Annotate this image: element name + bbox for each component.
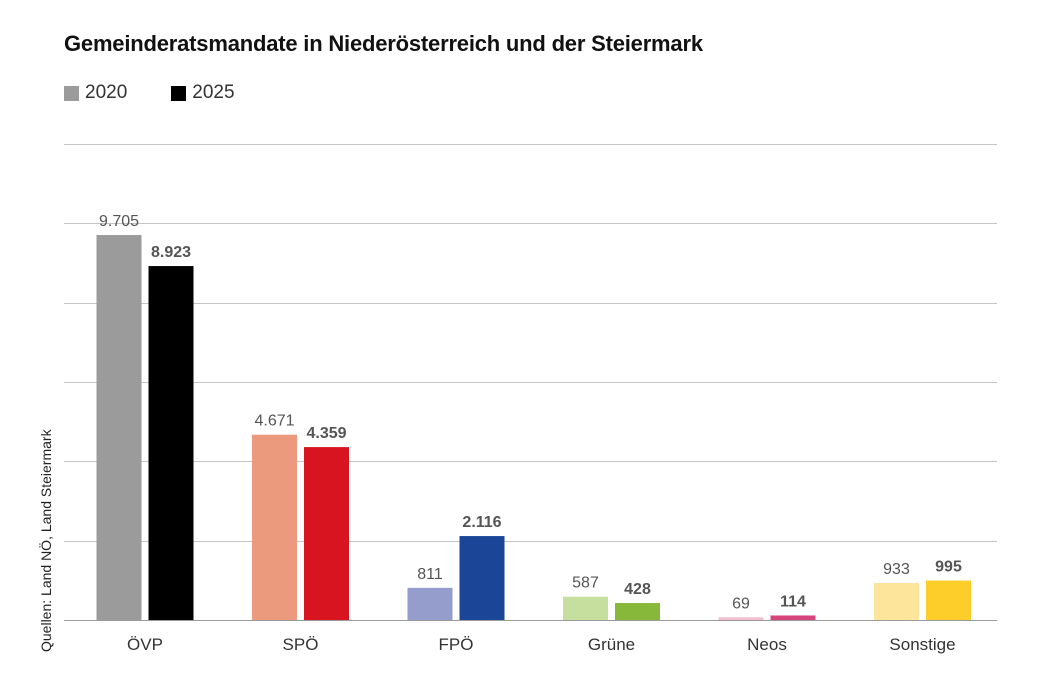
x-tick-label-1: SPÖ — [283, 635, 319, 654]
x-tick-label-4: Neos — [747, 635, 787, 654]
data-label-2025-1: 4.359 — [306, 425, 346, 442]
data-label-2025-3: 428 — [624, 581, 651, 598]
bar-2020-0 — [96, 235, 142, 620]
chart-legend: 2020 2025 — [64, 82, 235, 104]
bar-2020-5 — [874, 582, 919, 620]
data-label-2020-4: 69 — [732, 595, 750, 612]
bar-2020-1 — [252, 434, 297, 620]
bar-2025-0 — [148, 266, 194, 620]
data-label-2025-5: 995 — [935, 559, 962, 576]
data-label-2025-0: 8.923 — [151, 244, 191, 261]
data-label-2020-1: 4.671 — [254, 413, 294, 430]
data-label-2025-2: 2.116 — [462, 514, 501, 531]
legend-label-2025: 2025 — [192, 82, 235, 103]
x-tick-label-3: Grüne — [588, 635, 635, 654]
legend-swatch-2025 — [171, 85, 187, 101]
source-note: Quellen: Land NÖ, Land Steiermark — [38, 429, 54, 652]
x-tick-label-0: ÖVP — [127, 635, 163, 654]
bar-2020-2 — [407, 587, 453, 620]
data-label-2020-0: 9.705 — [99, 213, 139, 230]
chart-title: Gemeinderatsmandate in Niederösterreich … — [64, 31, 703, 56]
bar-2025-2 — [459, 536, 505, 620]
data-label-2020-5: 933 — [883, 561, 910, 578]
legend-item-2020: 2020 — [64, 82, 127, 104]
data-label-2020-2: 811 — [417, 566, 443, 583]
bar-2025-5 — [926, 580, 971, 620]
x-tick-label-5: Sonstige — [889, 635, 955, 654]
bar-2025-1 — [304, 447, 349, 620]
legend-item-2025: 2025 — [171, 82, 235, 104]
data-label-2020-3: 587 — [572, 575, 599, 592]
x-tick-label-2: FPÖ — [439, 635, 474, 654]
bar-2020-3 — [563, 596, 608, 620]
bar-2025-4 — [770, 615, 816, 620]
data-label-2025-4: 114 — [780, 593, 806, 610]
legend-label-2020: 2020 — [85, 82, 128, 103]
bar-2025-3 — [615, 603, 660, 620]
legend-swatch-2020 — [64, 85, 79, 101]
bar-2020-4 — [718, 617, 764, 620]
